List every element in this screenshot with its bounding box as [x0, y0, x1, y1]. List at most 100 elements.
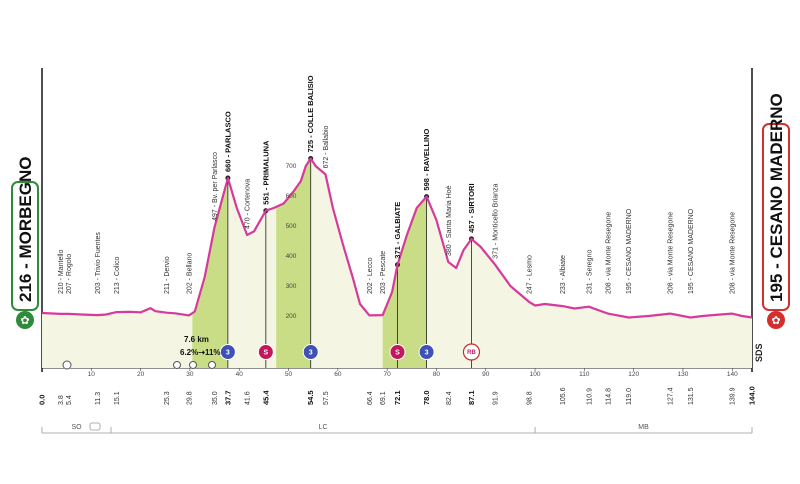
scale-label-80: 80 — [433, 371, 441, 378]
distance-label-17: 78.0 — [422, 390, 431, 405]
distance-label-9: 37.7 — [223, 390, 232, 405]
climb-badge-4 — [389, 344, 406, 360]
altitude-tick-200: 200 — [286, 313, 297, 320]
distance-label-29: 144.0 — [748, 386, 757, 405]
waypoint-label-4: 213 - Colico — [114, 257, 121, 294]
waypoint-label-25: 208 - via Monte Resegone — [668, 212, 675, 294]
waypoint-label-13: 202 - Lecco — [367, 257, 374, 294]
waypoint-label-19: 371 - Monticello Brianza — [493, 184, 500, 259]
scale-label-90: 90 — [482, 371, 490, 378]
climb-badge-text-5: 3 — [425, 350, 429, 357]
distance-label-27: 131.5 — [688, 387, 695, 405]
waypoint-label-18: 457 - SIRTORI — [467, 183, 476, 232]
waypoint-label-16: 598 - RAVELLINO — [422, 128, 431, 190]
distance-label-16: 72.1 — [393, 390, 402, 405]
climb-badge-text-2: S — [264, 350, 269, 357]
sprint-badge-text-6: RB — [467, 350, 476, 356]
altitude-tick-700: 700 — [286, 163, 297, 170]
climb-badge-1 — [219, 344, 236, 360]
scale-label-100: 100 — [530, 371, 541, 378]
waypoint-label-1: 210 - Mantello — [58, 250, 65, 294]
distance-label-20: 91.9 — [493, 391, 500, 405]
distance-label-21: 98.8 — [527, 391, 534, 405]
climb-length: 7.6 km — [184, 335, 209, 344]
zone-label-lc: LC — [319, 424, 328, 431]
climb-badge-text-3: 3 — [309, 350, 313, 357]
distance-label-7: 29.8 — [186, 391, 193, 405]
finish-icon — [767, 311, 785, 329]
distance-label-10: 41.6 — [245, 391, 252, 405]
waypoint-label-9: 470 - Cortenova — [245, 179, 252, 229]
waypoint-label-22: 231 - Seregno — [586, 250, 593, 294]
waypoint-label-24: 195 - CESANO MADERNO — [626, 208, 633, 294]
distance-label-22: 105.6 — [560, 387, 567, 405]
waypoint-label-27: 208 - via Monte Resegone — [729, 212, 736, 294]
distance-label-3: 5.4 — [66, 395, 73, 405]
distance-label-11: 45.4 — [261, 390, 270, 405]
waypoint-label-7: 497 - Bv. per Parlasco — [212, 152, 219, 221]
start-town-box — [11, 181, 39, 311]
scale-label-30: 30 — [186, 371, 194, 378]
zone-label-so: SO — [71, 424, 82, 431]
scale-label-50: 50 — [285, 371, 293, 378]
brand-logo: SDS — [754, 343, 764, 362]
finish-icon-glyph: ✿ — [771, 314, 780, 327]
altitude-tick-500: 500 — [286, 223, 297, 230]
finish-town: 195 - CESANO MADERNO ✿ — [762, 93, 790, 329]
climb-area-5 — [397, 196, 427, 368]
sprint-marker-2 — [173, 361, 181, 369]
distance-label-12: 54.5 — [306, 390, 315, 405]
climb-gradient-avg: 6.2% — [180, 348, 198, 357]
distance-label-24: 114.8 — [606, 388, 613, 405]
scale-label-60: 60 — [334, 371, 342, 378]
sprint-marker-3 — [189, 361, 197, 369]
climb-badge-2 — [257, 344, 274, 360]
ferry-icon — [89, 422, 101, 431]
waypoint-label-17: 380 - Santa Maria Hoè — [446, 185, 453, 256]
altitude-tick-400: 400 — [286, 253, 297, 260]
climb-area-3 — [276, 158, 311, 368]
waypoint-label-20: 247 - Lesmo — [527, 255, 534, 294]
sprint-markers — [62, 360, 216, 370]
climb-gradient-arrow: ⇢ — [198, 348, 205, 357]
altitude-tick-600: 600 — [286, 193, 297, 200]
scale-label-20: 20 — [137, 371, 145, 378]
start-town-label: 216 - MORBEGNO — [16, 157, 35, 302]
start-icon-glyph: ✿ — [20, 314, 29, 327]
waypoint-label-14: 203 - Pescate — [380, 251, 387, 294]
scale-label-70: 70 — [384, 371, 392, 378]
start-town: 216 - MORBEGNO ✿ — [11, 157, 39, 329]
waypoint-label-6: 202 - Bellano — [186, 253, 193, 294]
sprint-marker-4 — [208, 361, 216, 369]
climb-area-1 — [192, 178, 228, 368]
profile-line — [41, 157, 753, 319]
distance-label-6: 25.3 — [164, 391, 171, 405]
distance-label-26: 127.4 — [668, 387, 675, 405]
sprint-badge-6 — [462, 343, 481, 361]
climb-badge-text-1: 3 — [226, 350, 230, 357]
distance-label-25: 119.0 — [626, 388, 633, 405]
distance-label-18: 82.4 — [446, 391, 453, 405]
distance-label-1: 0.0 — [38, 395, 47, 405]
waypoint-label-5: 211 - Dervio — [164, 256, 171, 294]
climb-badge-5 — [418, 344, 435, 360]
waypoint-label-21: 233 - Albiate — [560, 255, 567, 294]
start-icon — [16, 311, 34, 329]
distance-label-15: 69.1 — [380, 391, 387, 405]
scale-label-120: 120 — [628, 371, 639, 378]
waypoint-label-3: 203 - Trivio Fuentes — [95, 232, 102, 294]
scale-label-40: 40 — [236, 371, 244, 378]
climb-gradient: 6.2%⇢11% — [180, 348, 221, 357]
distance-label-4: 11.3 — [95, 392, 102, 405]
climb-area-4 — [382, 264, 398, 368]
distance-label-5: 15.1 — [114, 391, 121, 405]
scale-label-140: 140 — [727, 371, 738, 378]
waypoint-label-12: 672 - Ballabio — [323, 125, 330, 168]
waypoint-label-15: 371 - GALBIATE — [393, 202, 402, 259]
waypoint-label-23: 208 - via Monte Resegone — [606, 212, 613, 294]
waypoint-label-10: 551 - PRIMALUNA — [261, 140, 270, 205]
climb-badge-3 — [302, 344, 319, 360]
distance-label-23: 110.9 — [586, 388, 593, 405]
distance-label-14: 66.4 — [367, 391, 374, 405]
